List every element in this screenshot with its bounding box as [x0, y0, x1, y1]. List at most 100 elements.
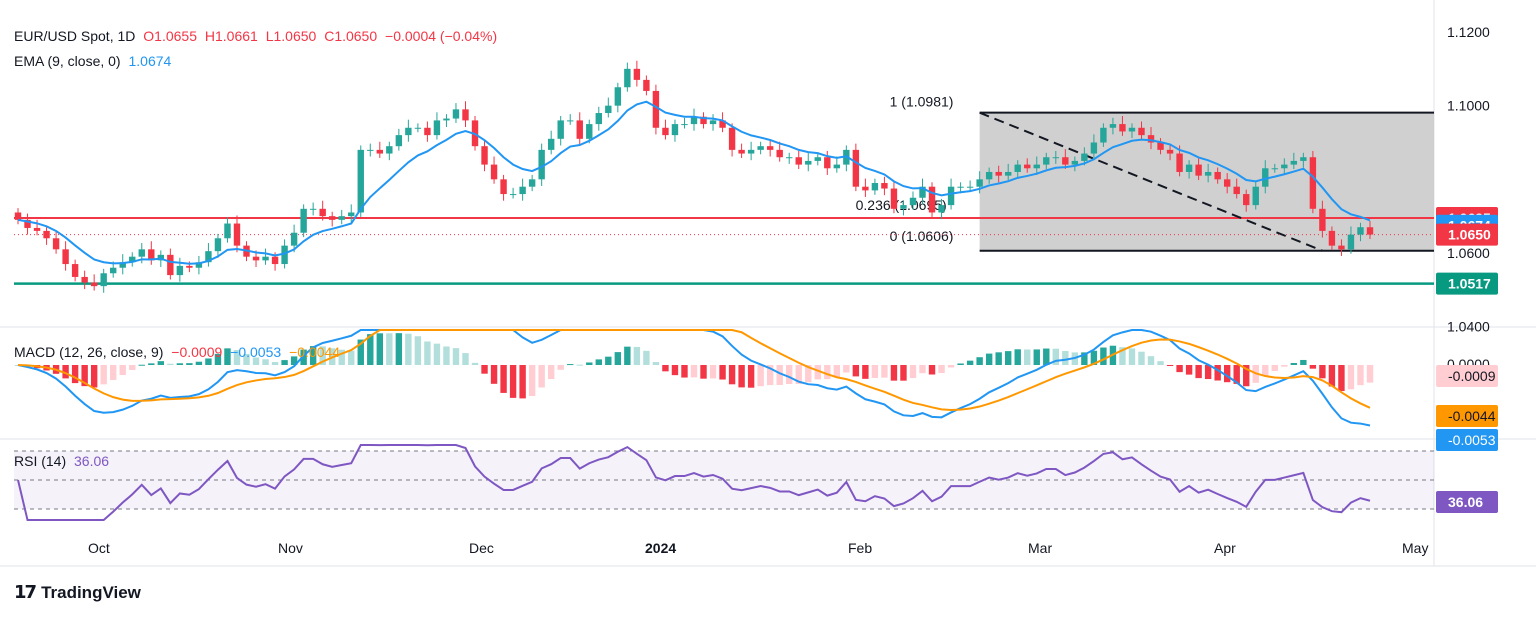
- macd-histogram-bar: [633, 346, 641, 365]
- macd-histogram-bar: [100, 365, 107, 385]
- candle-body: [1071, 160, 1079, 165]
- macd-histogram-bar: [224, 348, 231, 365]
- candle-body: [148, 249, 155, 261]
- candle-body: [805, 160, 812, 165]
- macd-histogram-bar: [452, 348, 460, 365]
- macd-histogram-bar: [1300, 359, 1307, 365]
- macd-histogram-bar: [186, 363, 193, 365]
- macd-histogram-bar: [1090, 350, 1098, 365]
- macd-histogram-bar: [157, 361, 165, 365]
- candle-body: [795, 157, 802, 165]
- candle-body: [1128, 127, 1136, 132]
- candle-body: [995, 171, 1002, 176]
- candle-body: [52, 238, 60, 250]
- candle-body: [1309, 157, 1317, 209]
- macd-histogram-bar: [576, 364, 583, 366]
- macd-label-box: [1436, 365, 1498, 387]
- macd-histogram-bar: [309, 346, 317, 365]
- candle-body: [309, 208, 317, 210]
- macd-label-box: [1436, 429, 1498, 451]
- rsi-legend: RSI (14) 36.06: [14, 452, 113, 470]
- fib-retracement-box: [979, 112, 1434, 251]
- macd-histogram-bar: [1062, 351, 1069, 365]
- price-label-box: [1436, 272, 1498, 295]
- candle-body: [338, 216, 345, 220]
- candle-body: [1271, 168, 1278, 170]
- candle-body: [43, 230, 50, 239]
- candle-body: [205, 251, 212, 263]
- macd-histogram-bar: [547, 365, 555, 380]
- candle-body: [1052, 157, 1060, 159]
- rsi-name: RSI (14): [14, 453, 67, 469]
- macd-histogram-bar: [205, 358, 212, 365]
- macd-histogram-bar: [528, 365, 536, 397]
- macd-histogram-bar: [319, 346, 326, 365]
- candle-body: [643, 79, 650, 91]
- macd-histogram-bar: [1166, 365, 1174, 366]
- macd-line-value: −0.0053: [230, 344, 282, 360]
- macd-histogram-bar: [1204, 365, 1212, 380]
- candle-body: [81, 276, 88, 283]
- price-axis-tick: 1.1200: [1447, 24, 1490, 40]
- macd-histogram-bar: [433, 343, 441, 365]
- macd-histogram-bar: [1119, 347, 1126, 365]
- time-axis-label: Mar: [1028, 540, 1052, 556]
- macd-histogram-bar: [90, 365, 98, 388]
- ema-value: 1.0674: [128, 53, 172, 69]
- macd-histogram-bar: [357, 339, 364, 365]
- macd-histogram-bar: [795, 365, 802, 384]
- close-value: C1.0650: [324, 28, 378, 44]
- brand-name: TradingView: [41, 582, 141, 602]
- macd-histogram-bar: [490, 365, 498, 384]
- candle-body: [119, 262, 126, 268]
- candle-body: [328, 216, 336, 220]
- macd-histogram-bar: [395, 333, 403, 365]
- candle-body: [1281, 164, 1288, 169]
- macd-histogram-bar: [1004, 351, 1012, 365]
- macd-histogram-bar: [300, 349, 307, 365]
- candle-body: [1223, 179, 1231, 187]
- candle-body: [348, 212, 355, 217]
- macd-histogram-bar: [214, 353, 222, 365]
- candle-body: [1319, 208, 1326, 231]
- macd-histogram-bar: [995, 352, 1002, 365]
- macd-histogram-bar: [1138, 351, 1145, 365]
- macd-histogram-bar: [643, 350, 650, 365]
- ema-legend: EMA (9, close, 0) 1.0674: [14, 52, 175, 70]
- macd-histogram-bar: [1024, 349, 1031, 365]
- macd-histogram-bar: [1338, 365, 1345, 392]
- candle-body: [1214, 171, 1221, 180]
- candle-body: [1090, 142, 1098, 154]
- candle-body: [1185, 164, 1193, 172]
- candle-body: [690, 116, 698, 125]
- macd-histogram-bar: [671, 365, 679, 376]
- candle-body: [1166, 149, 1174, 154]
- macd-histogram-bar: [833, 365, 841, 378]
- candle-body: [500, 179, 507, 195]
- macd-legend: MACD (12, 26, close, 9) −0.0009 −0.0053 …: [14, 343, 344, 361]
- macd-histogram-bar: [776, 365, 783, 386]
- macd-histogram-bar: [386, 333, 393, 365]
- candle-body: [433, 120, 441, 136]
- ema-line: [17, 100, 1371, 265]
- candle-body: [167, 254, 174, 276]
- macd-histogram-bar: [881, 365, 888, 378]
- macd-histogram-bar: [1328, 365, 1336, 387]
- candle-body: [538, 149, 545, 180]
- tradingview-brand[interactable]: 𝟭𝟳 TradingView: [14, 582, 141, 603]
- candle-body: [1195, 164, 1202, 176]
- time-axis-label: Nov: [278, 540, 303, 556]
- macd-histogram-bar: [1214, 365, 1221, 381]
- candle-body: [624, 68, 631, 88]
- macd-hist-value: −0.0009: [171, 344, 223, 360]
- fib-level-1-label: 1 (1.0981): [890, 94, 954, 110]
- macd-histogram-bar: [271, 362, 279, 365]
- macd-histogram-bar: [719, 365, 726, 380]
- ema-name: EMA (9, close, 0): [14, 53, 121, 69]
- low-value: L1.0650: [265, 28, 317, 44]
- macd-histogram-bar: [471, 362, 479, 365]
- macd-histogram-bar: [957, 363, 964, 365]
- macd-label-box: [1436, 405, 1498, 427]
- rsi-value: 36.06: [74, 453, 110, 469]
